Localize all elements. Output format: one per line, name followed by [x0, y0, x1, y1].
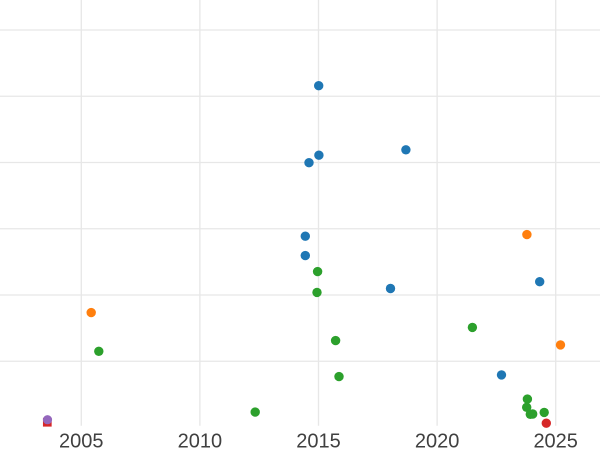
svg-text:2005: 2005	[59, 431, 104, 450]
svg-text:2025: 2025	[533, 431, 578, 450]
svg-text:2010: 2010	[178, 431, 223, 450]
svg-text:2015: 2015	[296, 431, 341, 450]
svg-text:2020: 2020	[415, 431, 460, 450]
